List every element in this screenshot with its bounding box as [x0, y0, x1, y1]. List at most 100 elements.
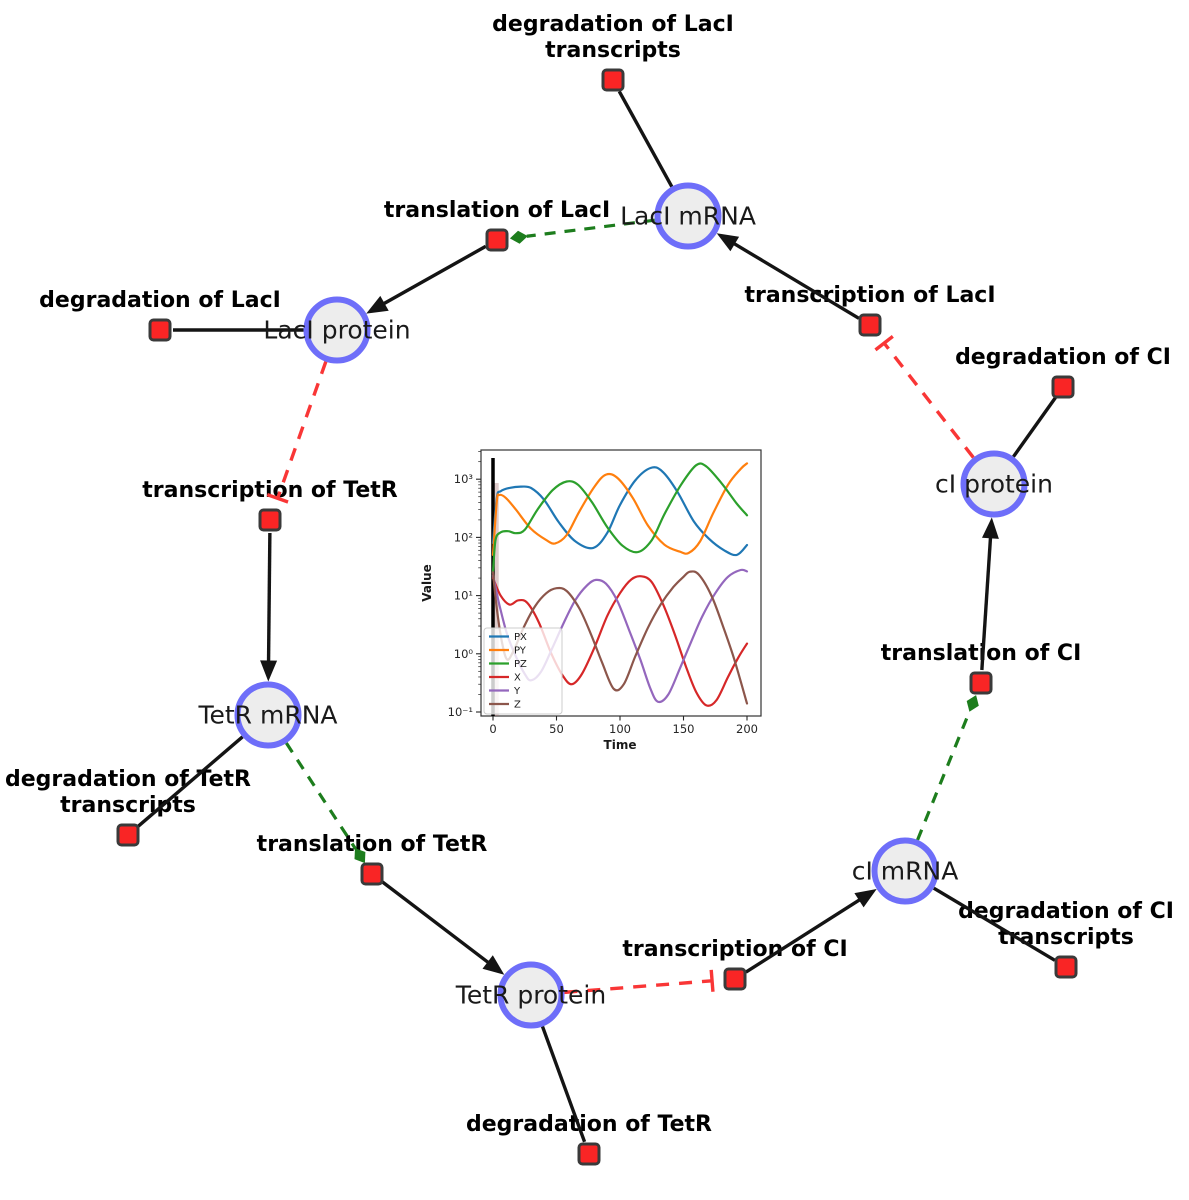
x-tick-label: 0 — [489, 722, 496, 736]
legend-label: PX — [514, 632, 527, 643]
edge-translation-of-tetr-tetr-protein — [381, 880, 505, 975]
reaction-label-line: transcripts — [545, 38, 681, 63]
inhibition-tbar — [709, 969, 715, 992]
reaction-node-degradation-of-laci-transcripts[interactable] — [601, 68, 625, 92]
species-node-ci-protein[interactable] — [960, 450, 1028, 518]
species-node-laci-mrna[interactable] — [654, 182, 722, 250]
edge-tetr-mrna-translation-of-tetr — [284, 742, 366, 864]
series-PY — [491, 462, 749, 556]
y-tick-label: 10⁰ — [454, 647, 474, 661]
edge-laci-mrna-translation-of-laci — [509, 218, 655, 244]
edge-ci-protein-degradation-of-ci — [1012, 396, 1057, 458]
edge-ci-mrna-degradation-of-ci-transcripts — [932, 886, 1056, 962]
reaction-label-line: transcripts — [998, 925, 1134, 950]
arrowhead — [716, 233, 740, 252]
reaction-label-line: degradation of LacI — [492, 12, 734, 37]
y-axis-label: Value — [420, 564, 434, 602]
reaction-label-translation-of-laci: translation of LacI — [384, 198, 610, 224]
legend-label: PY — [514, 646, 527, 657]
species-node-tetr-protein[interactable] — [497, 961, 565, 1029]
x-tick-label: 200 — [736, 722, 758, 736]
species-label-laci-mrna: LacI mRNA — [620, 201, 756, 231]
reaction-node-degradation-of-ci-transcripts[interactable] — [1054, 955, 1078, 979]
x-axis-label: Time — [604, 738, 637, 752]
y-tick-label: 10³ — [454, 472, 474, 486]
edge-laci-protein-transcription-of-tetr — [266, 361, 328, 504]
modifier-arrowhead — [354, 848, 366, 864]
edge-ci-protein-transcription-of-laci — [874, 335, 975, 459]
y-tick-label: 10¹ — [454, 589, 473, 603]
modifier-arrowhead — [509, 230, 528, 244]
reaction-label-line: degradation of TetR — [4, 767, 252, 792]
species-label-tetr-mrna: TetR mRNA — [198, 700, 338, 730]
species-node-tetr-mrna[interactable] — [234, 681, 302, 749]
reaction-label-line: degradation of TetR — [465, 1112, 713, 1137]
arrowhead — [982, 517, 999, 539]
inset-time-series-chart: 10⁻¹ 10⁰ 10¹ 10² 10³ 0 50 100 150 200 Time Value PX P… — [418, 428, 780, 770]
reaction-node-degradation-of-tetr-transcripts[interactable] — [116, 823, 140, 847]
y-tick-label: 10² — [454, 530, 473, 544]
edge-translation-of-ci-ci-protein — [980, 517, 999, 671]
species-label-ci-mrna: cI mRNA — [851, 856, 959, 886]
reaction-node-degradation-of-laci[interactable] — [148, 318, 172, 342]
reaction-label-line: transcription of TetR — [142, 478, 398, 503]
edge-tetr-mrna-degradation-of-tetr-transcripts — [136, 735, 244, 828]
reaction-node-translation-of-ci[interactable] — [969, 671, 993, 695]
x-tick-label: 100 — [609, 722, 631, 736]
series-PZ — [491, 462, 749, 574]
reaction-label-transcription-of-tetr: transcription of TetR — [142, 478, 397, 504]
modifier-arrowhead — [966, 695, 979, 712]
reaction-node-translation-of-laci[interactable] — [485, 228, 509, 252]
arrowhead — [482, 955, 505, 975]
species-node-laci-protein[interactable] — [303, 296, 371, 364]
arrowhead — [366, 295, 389, 314]
edge-transcription-of-ci-ci-mrna — [745, 889, 877, 974]
reaction-label-degradation-of-ci-transcripts: degradation of CI transcripts — [958, 899, 1174, 951]
inhibition-tbar — [266, 493, 289, 504]
species-label-ci-protein: cI protein — [935, 469, 1053, 499]
species-node-ci-mrna[interactable] — [871, 837, 939, 905]
reaction-label-line: degradation of LacI — [39, 288, 281, 313]
arrowhead — [854, 889, 877, 908]
reaction-label-degradation-of-ci: degradation of CI — [955, 345, 1171, 371]
reaction-label-degradation-of-tetr-transcripts: degradation of TetR transcripts — [5, 767, 251, 819]
arrowhead — [260, 660, 278, 682]
reaction-label-transcription-of-ci: transcription of CI — [622, 937, 847, 963]
edge-transcription-of-tetr-tetr-mrna — [260, 532, 278, 682]
reaction-label-line: transcription of LacI — [744, 283, 996, 308]
edge-tetr-protein-degradation-of-tetr — [540, 1025, 587, 1143]
reaction-label-line: translation of LacI — [383, 198, 611, 223]
reaction-node-transcription-of-laci[interactable] — [858, 313, 882, 337]
species-label-laci-protein: LacI protein — [263, 315, 411, 345]
species-label-tetr-protein: TetR protein — [455, 980, 607, 1010]
x-tick-label: 150 — [673, 722, 695, 736]
reaction-label-degradation-of-tetr: degradation of TetR — [466, 1112, 712, 1138]
edge-translation-of-laci-laci-protein — [366, 244, 487, 314]
reaction-node-transcription-of-ci[interactable] — [723, 967, 747, 991]
reaction-label-degradation-of-laci-transcripts: degradation of LacI transcripts — [492, 12, 734, 64]
reaction-label-transcription-of-laci: transcription of LacI — [744, 283, 995, 309]
reaction-label-line: transcription of CI — [622, 937, 848, 962]
legend-label: Y — [513, 686, 521, 697]
edge-laci-mrna-degradation-of-laci-transcripts — [617, 90, 674, 188]
legend-label: PZ — [514, 659, 527, 670]
edge-ci-mrna-translation-of-ci — [916, 695, 979, 841]
series-X — [491, 575, 749, 707]
legend-label: Z — [514, 700, 521, 711]
reaction-node-transcription-of-tetr[interactable] — [258, 508, 282, 532]
reaction-label-line: degradation of CI — [958, 899, 1174, 924]
reaction-label-line: degradation of CI — [955, 345, 1171, 370]
reaction-node-translation-of-tetr[interactable] — [360, 862, 384, 886]
inhibition-tbar — [874, 335, 894, 352]
reaction-label-translation-of-tetr: translation of TetR — [257, 832, 488, 858]
x-tick-label: 50 — [549, 722, 564, 736]
legend-label: X — [514, 673, 521, 684]
reaction-node-degradation-of-ci[interactable] — [1051, 375, 1075, 399]
reaction-label-degradation-of-laci: degradation of LacI — [39, 288, 281, 314]
y-tick-label: 10⁻¹ — [448, 705, 473, 719]
legend: PX PY PZ XYZ — [483, 627, 563, 715]
reaction-node-degradation-of-tetr[interactable] — [577, 1142, 601, 1166]
